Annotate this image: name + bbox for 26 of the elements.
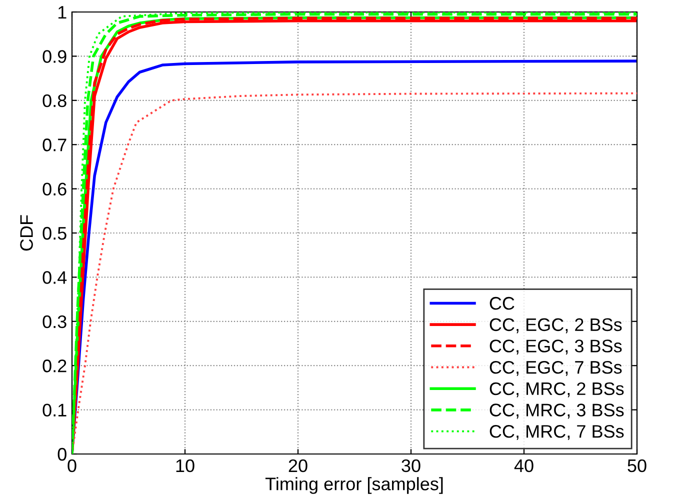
y-axis-title: CDF bbox=[20, 215, 33, 251]
y-tick-label: 0.2 bbox=[42, 360, 66, 372]
y-tick-label: 0.5 bbox=[42, 226, 66, 240]
x-tick-label: 40 bbox=[514, 459, 534, 472]
x-axis-title: Timing error [samples] bbox=[265, 477, 443, 494]
y-tick-label: 0.1 bbox=[42, 404, 66, 417]
y-tick-label: 0.8 bbox=[42, 94, 66, 108]
y-tick-label: 0 bbox=[58, 448, 66, 461]
legend-label: CC, MRC, 2 BSs bbox=[490, 382, 624, 398]
legend-label: CC, EGC, 3 BSs bbox=[490, 340, 622, 355]
legend-label: CC, EGC, 2 BSs bbox=[490, 318, 622, 334]
y-tick-label: 0.6 bbox=[42, 182, 66, 196]
y-tick-label: 0.9 bbox=[42, 50, 66, 63]
legend-label: CC, MRC, 3 BSs bbox=[490, 404, 624, 419]
legend-label: CC, EGC, 7 BSs bbox=[490, 360, 622, 376]
legend-label: CC, MRC, 7 BSs bbox=[490, 425, 624, 440]
x-tick-label: 10 bbox=[176, 459, 194, 472]
x-tick-label: 30 bbox=[402, 459, 420, 472]
y-tick-label: 1 bbox=[58, 6, 66, 19]
y-tick-label: 0.7 bbox=[42, 138, 66, 152]
x-tick-label: 20 bbox=[288, 459, 308, 472]
y-tick-label: 0.4 bbox=[42, 271, 67, 284]
x-tick-label: 0 bbox=[68, 459, 76, 472]
y-tick-label: 0.3 bbox=[42, 315, 66, 328]
legend-label: CC bbox=[490, 296, 514, 310]
x-tick-label: 50 bbox=[628, 459, 646, 472]
